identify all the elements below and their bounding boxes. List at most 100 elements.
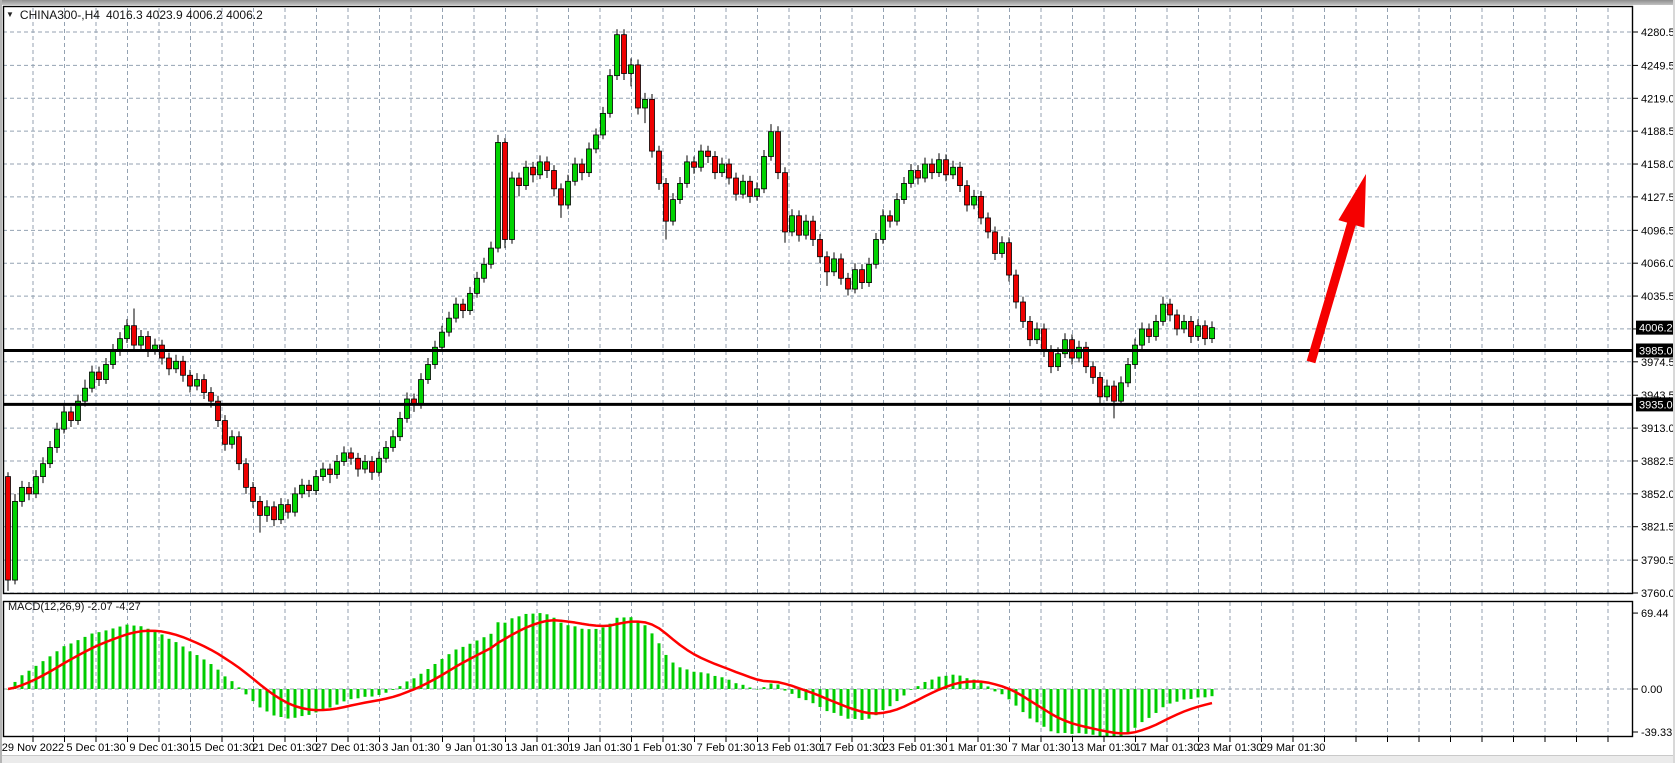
macd-histogram-bar	[741, 684, 745, 689]
candle-bullish	[593, 134, 599, 150]
macd-histogram-bar	[951, 674, 955, 689]
price-axis-label: 4096.5	[1641, 225, 1675, 237]
macd-histogram-bar	[909, 689, 913, 690]
macd-histogram-bar	[279, 689, 283, 718]
candle-bullish	[474, 277, 480, 294]
candle-bullish	[901, 183, 907, 200]
macd-histogram-bar	[104, 630, 108, 689]
macd-histogram-bar	[517, 616, 521, 689]
macd-histogram-bar	[664, 654, 668, 689]
macd-histogram-bar	[510, 618, 514, 689]
macd-histogram-bar	[867, 689, 871, 719]
time-axis-label: 19 Jan 01:30	[568, 742, 632, 754]
macd-histogram-bar	[545, 614, 549, 689]
candle-bullish	[1118, 382, 1124, 402]
macd-histogram-bar	[1021, 689, 1025, 713]
time-axis-label: 23 Feb 01:30	[883, 742, 948, 754]
macd-histogram-bar	[188, 651, 192, 689]
macd-indicator-label: MACD(12,26,9) -2.07 -4.27	[8, 601, 141, 615]
candle-bullish	[1034, 328, 1040, 341]
candle-bullish	[922, 163, 928, 179]
macd-signal-line	[7, 618, 1213, 735]
macd-name: MACD(12,26,9)	[8, 601, 85, 613]
candle-bullish	[194, 379, 200, 387]
candle-bearish	[208, 392, 214, 402]
candle-bearish	[705, 150, 711, 157]
macd-histogram-bar	[986, 686, 990, 689]
macd-histogram-bar	[650, 633, 654, 689]
price-axis-label: 3913.0	[1641, 423, 1675, 435]
candle-bearish	[1083, 346, 1089, 368]
symbol-dropdown-icon[interactable]: ▼	[6, 9, 14, 19]
macd-histogram-bar	[671, 662, 675, 689]
candle-bullish	[362, 461, 368, 470]
candle-bearish	[1069, 339, 1075, 359]
candle-bearish	[1174, 314, 1180, 330]
macd-histogram-bar	[888, 689, 892, 707]
macd-histogram-bar	[251, 689, 255, 702]
macd-histogram-bar	[972, 679, 976, 689]
candle-bullish	[1132, 344, 1138, 365]
time-axis-label: 9 Jan 01:30	[445, 742, 503, 754]
macd-histogram-bar	[881, 689, 885, 711]
candle-bearish	[502, 142, 508, 240]
macd-histogram-bar	[685, 669, 689, 689]
candle-bullish	[54, 428, 60, 448]
candle-bullish	[1055, 353, 1061, 368]
macd-histogram-bar	[489, 633, 493, 689]
macd-histogram-bar	[111, 628, 115, 689]
macd-histogram-bar	[97, 632, 101, 689]
macd-histogram-bar	[1126, 689, 1130, 733]
candle-bearish	[145, 336, 151, 351]
candle-bullish	[740, 180, 746, 195]
window-left-edge	[0, 0, 2, 763]
candle-bullish	[1125, 364, 1131, 384]
candle-bullish	[1104, 385, 1110, 398]
macd-histogram-bar	[559, 622, 563, 689]
candle-bearish	[460, 303, 466, 312]
candle-bullish	[19, 486, 25, 502]
candle-bearish	[544, 161, 550, 171]
candle-bearish	[187, 374, 193, 387]
macd-histogram-bar	[419, 673, 423, 689]
macd-histogram-bar	[1063, 689, 1067, 733]
time-axis-label: 7 Mar 01:30	[1012, 742, 1071, 754]
candle-bearish	[747, 180, 753, 197]
macd-histogram-bar	[769, 683, 773, 689]
macd-histogram-bar	[594, 628, 598, 689]
candle-bullish	[971, 195, 977, 206]
price-axis-label: 3760.0	[1641, 588, 1675, 600]
price-axis-label: 4035.5	[1641, 291, 1675, 303]
candle-bearish	[943, 159, 949, 176]
price-badge-label: 4006.2	[1639, 323, 1673, 335]
macd-histogram-bar	[237, 687, 241, 689]
candle-bearish	[887, 215, 893, 222]
time-axis-label: 13 Mar 01:30	[1072, 742, 1137, 754]
macd-histogram-bar	[482, 637, 486, 689]
candle-bearish	[621, 34, 627, 74]
price-axis-label: 3882.5	[1641, 456, 1675, 468]
macd-histogram-bar	[83, 636, 87, 689]
macd-histogram-bar	[195, 655, 199, 689]
macd-histogram-bar	[496, 622, 500, 689]
macd-histogram-bar	[727, 679, 731, 689]
candle-bullish	[719, 163, 725, 174]
macd-histogram-bar	[923, 681, 927, 689]
macd-histogram-bar	[1105, 689, 1109, 736]
macd-histogram-bar	[1077, 689, 1081, 734]
macd-histogram-bar	[895, 689, 899, 702]
time-axis-label: 15 Dec 01:30	[189, 742, 254, 754]
candle-bearish	[782, 172, 788, 233]
candle-bullish	[292, 493, 298, 513]
candle-bullish	[1209, 327, 1215, 340]
macd-histogram-bar	[538, 613, 542, 689]
macd-histogram-bar	[321, 689, 325, 710]
trend-arrow[interactable]	[1306, 174, 1366, 364]
candle-bearish	[964, 185, 970, 206]
macd-histogram-bar	[944, 675, 948, 689]
macd-histogram-bar	[272, 689, 276, 716]
candle-bullish	[642, 98, 648, 109]
macd-histogram-bar	[216, 669, 220, 689]
macd-histogram-bar	[146, 628, 150, 689]
